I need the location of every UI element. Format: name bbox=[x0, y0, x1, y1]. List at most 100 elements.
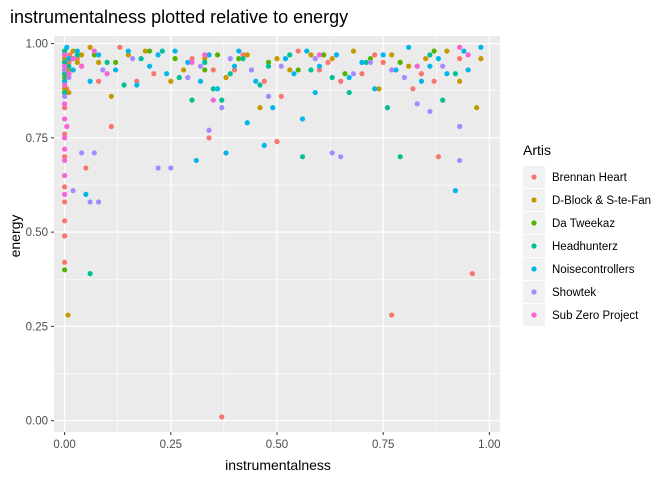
data-point bbox=[202, 56, 208, 62]
data-point bbox=[457, 56, 463, 62]
x-axis-ticks: 0.00 0.25 0.50 0.75 1.00 bbox=[53, 432, 501, 451]
x-tick-label: 0.25 bbox=[160, 439, 182, 451]
data-point bbox=[62, 59, 68, 65]
data-point bbox=[423, 56, 429, 62]
data-point bbox=[312, 89, 318, 96]
legend-item: Noisecontrollers bbox=[523, 258, 635, 280]
legend-label: Brennan Heart bbox=[552, 172, 628, 184]
data-point bbox=[125, 52, 131, 58]
legend-item: Headhunterz bbox=[523, 235, 618, 257]
data-point bbox=[66, 59, 72, 65]
data-point bbox=[87, 78, 93, 84]
data-point bbox=[295, 67, 301, 73]
data-point bbox=[62, 218, 68, 224]
x-tick-label: 0.75 bbox=[372, 439, 394, 451]
data-point bbox=[359, 71, 365, 77]
data-point bbox=[270, 105, 276, 111]
data-point bbox=[414, 101, 420, 107]
data-point bbox=[338, 154, 344, 160]
data-point bbox=[219, 97, 225, 103]
data-point bbox=[295, 48, 301, 54]
data-point bbox=[202, 67, 208, 73]
legend-item: Sub Zero Project bbox=[523, 304, 639, 326]
data-point bbox=[304, 48, 310, 54]
data-point bbox=[372, 52, 378, 58]
data-point bbox=[333, 52, 340, 58]
data-point bbox=[231, 67, 238, 73]
data-point bbox=[79, 63, 85, 69]
data-point bbox=[265, 93, 272, 99]
data-point bbox=[457, 157, 463, 164]
data-point bbox=[87, 44, 93, 50]
data-point bbox=[210, 86, 216, 92]
data-point bbox=[87, 271, 93, 277]
data-point bbox=[163, 71, 170, 77]
data-point bbox=[389, 312, 395, 318]
data-point bbox=[427, 63, 433, 69]
data-point bbox=[87, 199, 93, 205]
data-point bbox=[134, 78, 140, 84]
data-point bbox=[325, 59, 331, 65]
data-point bbox=[189, 56, 195, 62]
data-point bbox=[96, 78, 102, 84]
data-point bbox=[350, 48, 357, 54]
data-point bbox=[151, 71, 157, 77]
data-point bbox=[96, 199, 102, 205]
data-point bbox=[70, 67, 76, 73]
data-point bbox=[62, 233, 68, 239]
data-point bbox=[457, 123, 463, 130]
data-point bbox=[74, 52, 80, 58]
data-point bbox=[142, 48, 148, 54]
data-point bbox=[380, 59, 386, 65]
data-point bbox=[168, 78, 174, 84]
data-point bbox=[62, 82, 68, 88]
data-point bbox=[79, 150, 85, 156]
data-point bbox=[197, 78, 204, 84]
data-point bbox=[100, 67, 106, 73]
data-point bbox=[66, 67, 72, 73]
data-point bbox=[435, 56, 442, 62]
data-point bbox=[62, 131, 68, 137]
data-point bbox=[410, 86, 416, 92]
data-point bbox=[91, 48, 97, 54]
data-points bbox=[62, 44, 484, 420]
data-point bbox=[74, 56, 80, 62]
data-point bbox=[444, 71, 450, 77]
data-point bbox=[172, 56, 178, 62]
data-point bbox=[287, 67, 293, 73]
data-point bbox=[62, 63, 68, 69]
data-point bbox=[274, 56, 280, 62]
data-point bbox=[329, 56, 335, 62]
x-tick-label: 1.00 bbox=[478, 439, 500, 451]
data-point bbox=[308, 67, 314, 73]
legend: Artis Brennan Heart D-Block & S-te-Fan Da … bbox=[523, 142, 651, 326]
y-tick-label: 0.00 bbox=[26, 416, 48, 428]
data-point bbox=[62, 74, 68, 81]
data-point bbox=[62, 86, 68, 92]
data-point bbox=[210, 67, 216, 73]
data-point bbox=[96, 52, 102, 58]
data-point bbox=[240, 56, 246, 62]
data-point bbox=[62, 191, 68, 197]
data-point bbox=[316, 52, 323, 58]
data-point bbox=[112, 59, 119, 65]
legend-marker bbox=[531, 220, 537, 226]
data-point bbox=[350, 71, 357, 77]
data-point bbox=[138, 56, 144, 62]
data-point bbox=[129, 56, 136, 62]
data-point bbox=[62, 78, 68, 84]
data-point bbox=[397, 59, 403, 65]
data-point bbox=[219, 105, 225, 111]
data-point bbox=[384, 105, 391, 111]
data-point bbox=[312, 56, 318, 62]
y-tick-label: 0.75 bbox=[26, 133, 48, 145]
data-point bbox=[282, 56, 289, 62]
data-point bbox=[172, 48, 178, 54]
data-point bbox=[62, 259, 68, 265]
data-point bbox=[406, 63, 412, 69]
data-point bbox=[185, 74, 191, 81]
data-point bbox=[457, 44, 463, 50]
data-point bbox=[223, 74, 229, 81]
data-point bbox=[146, 48, 153, 54]
